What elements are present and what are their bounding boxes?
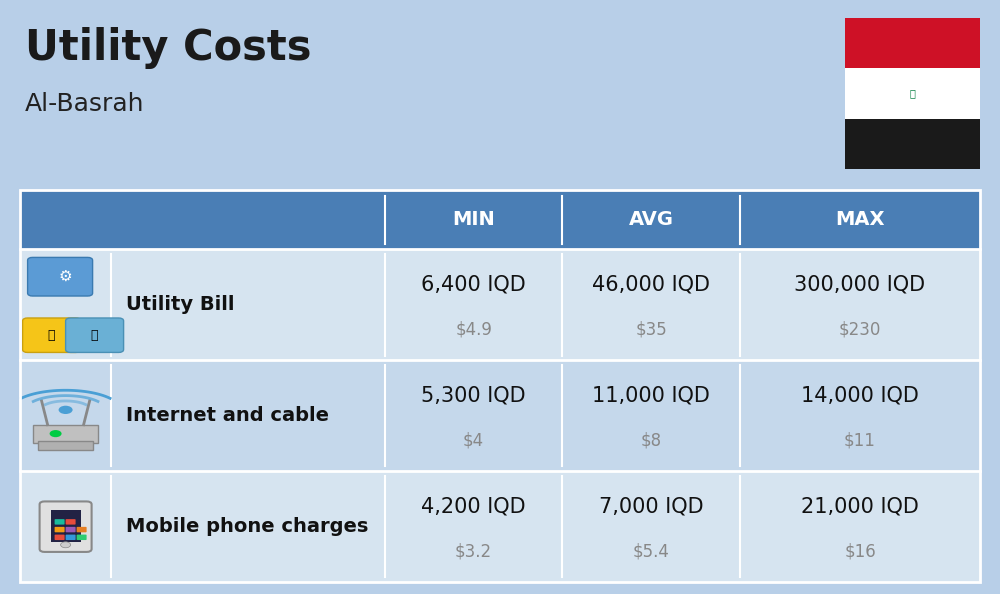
Text: 🧑: 🧑: [60, 295, 71, 314]
Text: $35: $35: [635, 320, 667, 339]
Bar: [20, 249, 980, 361]
Text: 21,000 IQD: 21,000 IQD: [801, 497, 919, 517]
Text: ⚙: ⚙: [59, 269, 72, 284]
Text: Internet and cable: Internet and cable: [126, 406, 329, 425]
FancyBboxPatch shape: [66, 527, 76, 532]
FancyBboxPatch shape: [66, 519, 76, 525]
Bar: [20, 361, 980, 471]
Bar: [20, 190, 980, 582]
Text: MIN: MIN: [452, 210, 495, 229]
Text: Utility Bill: Utility Bill: [126, 295, 235, 314]
FancyBboxPatch shape: [28, 257, 93, 296]
Text: $4.9: $4.9: [455, 320, 492, 339]
Text: Al-Basrah: Al-Basrah: [25, 92, 144, 116]
FancyBboxPatch shape: [55, 519, 65, 525]
Text: 4,200 IQD: 4,200 IQD: [421, 497, 526, 517]
Text: 14,000 IQD: 14,000 IQD: [801, 386, 919, 406]
Bar: [20, 471, 980, 582]
Text: 🦅: 🦅: [910, 89, 915, 99]
FancyBboxPatch shape: [77, 527, 87, 532]
Text: $5.4: $5.4: [633, 542, 670, 560]
Bar: [51, 510, 81, 542]
Text: 46,000 IQD: 46,000 IQD: [592, 275, 710, 295]
Circle shape: [59, 406, 73, 414]
Text: AVG: AVG: [629, 210, 674, 229]
Text: $230: $230: [839, 320, 881, 339]
FancyBboxPatch shape: [55, 527, 65, 532]
Bar: [33, 425, 98, 443]
Text: Utility Costs: Utility Costs: [25, 27, 312, 69]
Text: 7,000 IQD: 7,000 IQD: [599, 497, 704, 517]
FancyBboxPatch shape: [66, 318, 124, 352]
Bar: [845, 68, 980, 119]
Bar: [845, 119, 980, 169]
Text: 🚿: 🚿: [91, 328, 98, 342]
Text: Mobile phone charges: Mobile phone charges: [126, 517, 369, 536]
FancyBboxPatch shape: [40, 501, 92, 552]
FancyBboxPatch shape: [55, 535, 65, 540]
Text: 5,300 IQD: 5,300 IQD: [421, 386, 526, 406]
Text: 🔌: 🔌: [48, 328, 55, 342]
Text: $11: $11: [844, 431, 876, 449]
Text: $8: $8: [641, 431, 662, 449]
Circle shape: [61, 542, 71, 548]
FancyBboxPatch shape: [77, 535, 87, 540]
Text: 300,000 IQD: 300,000 IQD: [794, 275, 926, 295]
Text: $16: $16: [844, 542, 876, 560]
Bar: [845, 18, 980, 68]
Text: $4: $4: [463, 431, 484, 449]
Text: 11,000 IQD: 11,000 IQD: [592, 386, 710, 406]
Text: $3.2: $3.2: [455, 542, 492, 560]
Circle shape: [50, 430, 62, 437]
FancyBboxPatch shape: [66, 535, 76, 540]
FancyBboxPatch shape: [23, 318, 81, 352]
Text: 6,400 IQD: 6,400 IQD: [421, 275, 526, 295]
Text: MAX: MAX: [835, 210, 885, 229]
Bar: [38, 441, 93, 450]
Bar: [20, 190, 980, 249]
